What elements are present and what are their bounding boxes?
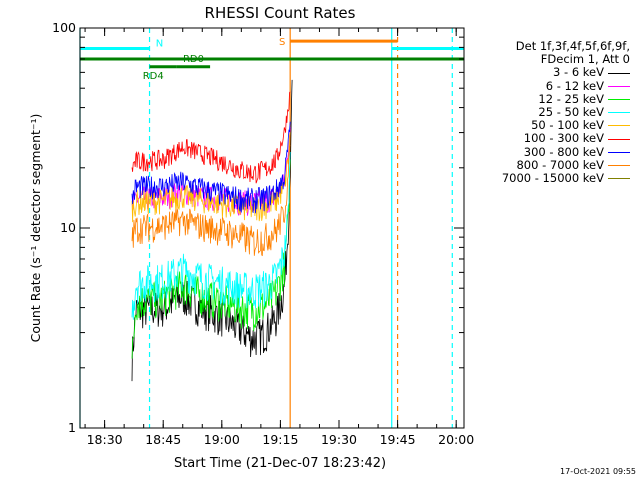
series-line — [131, 79, 293, 382]
legend-header-line-2: FDecim 1, Att 0 — [540, 52, 630, 67]
timestamp: 17-Oct-2021 09:55 — [560, 467, 636, 476]
y-tick-label: 10 — [60, 220, 76, 235]
legend-swatch — [608, 178, 630, 180]
legend-entry: 6 - 12 keV — [478, 78, 630, 93]
legend-entry-label: 25 - 50 keV — [538, 105, 604, 120]
legend-swatch — [608, 164, 630, 166]
x-tick-label: 20:00 — [438, 432, 474, 447]
legend-entry: 3 - 6 keV — [478, 66, 630, 79]
y-axis-label: Count Rate (s⁻¹ detector segment⁻¹) — [28, 114, 43, 343]
legend-entry: 50 - 100 keV — [478, 119, 630, 132]
series-line — [131, 91, 291, 184]
legend-entry-label: 12 - 25 keV — [538, 91, 604, 106]
legend-entry-label: 800 - 7000 keV — [516, 157, 604, 172]
series-line — [131, 132, 291, 223]
x-tick-label: 18:30 — [87, 432, 123, 447]
series-line — [131, 144, 291, 257]
legend-entry: 12 - 25 keV — [478, 91, 630, 106]
legend-swatch — [608, 72, 630, 74]
chart-title: RHESSI Count Rates — [205, 4, 356, 22]
series-line — [131, 151, 291, 320]
x-tick-label: 19:15 — [262, 432, 298, 447]
legend-entry: 800 - 7000 keV — [478, 157, 630, 172]
legend-swatch — [608, 112, 630, 114]
x-tick-label: 19:30 — [321, 432, 357, 447]
axes-layer: 18:30 18:45 19:00 19:15 19:30 19:45 20:00 1 10 10… — [52, 20, 474, 447]
legend-entry: 7000 - 15000 keV — [478, 171, 630, 186]
annotation-label: S — [279, 37, 285, 48]
legend-swatch — [608, 151, 630, 153]
legend: Det 1f,3f,4f,5f,6f,9f, FDecim 1, Att 0 3… — [478, 39, 630, 186]
x-tick-label: 19:00 — [204, 432, 240, 447]
y-tick-label: 100 — [52, 20, 76, 35]
legend-swatch — [608, 138, 630, 140]
x-axis-label: Start Time (21-Dec-07 18:23:42) — [174, 456, 386, 471]
annotation-label: RD4 — [143, 71, 164, 82]
series-line — [131, 121, 291, 214]
legend-entry-label: 3 - 6 keV — [553, 65, 604, 80]
legend-header-line-1: Det 1f,3f,4f,5f,6f,9f, — [515, 39, 630, 53]
legend-entry-label: 300 - 800 keV — [523, 144, 604, 159]
x-tick-label: 19:45 — [380, 432, 416, 447]
legend-entry-label: 6 - 12 keV — [545, 78, 604, 93]
x-tick-label: 18:45 — [145, 432, 181, 447]
legend-swatch — [608, 98, 630, 100]
legend-swatch — [608, 125, 630, 127]
legend-swatch — [608, 85, 630, 87]
y-tick-label: 1 — [68, 420, 76, 435]
legend-entry-label: 50 - 100 keV — [531, 118, 604, 133]
legend-entry: 300 - 800 keV — [478, 144, 630, 159]
legend-entry: 100 - 300 keV — [478, 132, 630, 145]
annotation-label: RD0 — [183, 54, 204, 65]
legend-entry-label: 100 - 300 keV — [523, 131, 604, 146]
annotation-label: N — [156, 38, 163, 49]
series-layer — [131, 79, 293, 382]
legend-entry: 25 - 50 keV — [478, 105, 630, 120]
legend-entry-label: 7000 - 15000 keV — [501, 171, 604, 186]
